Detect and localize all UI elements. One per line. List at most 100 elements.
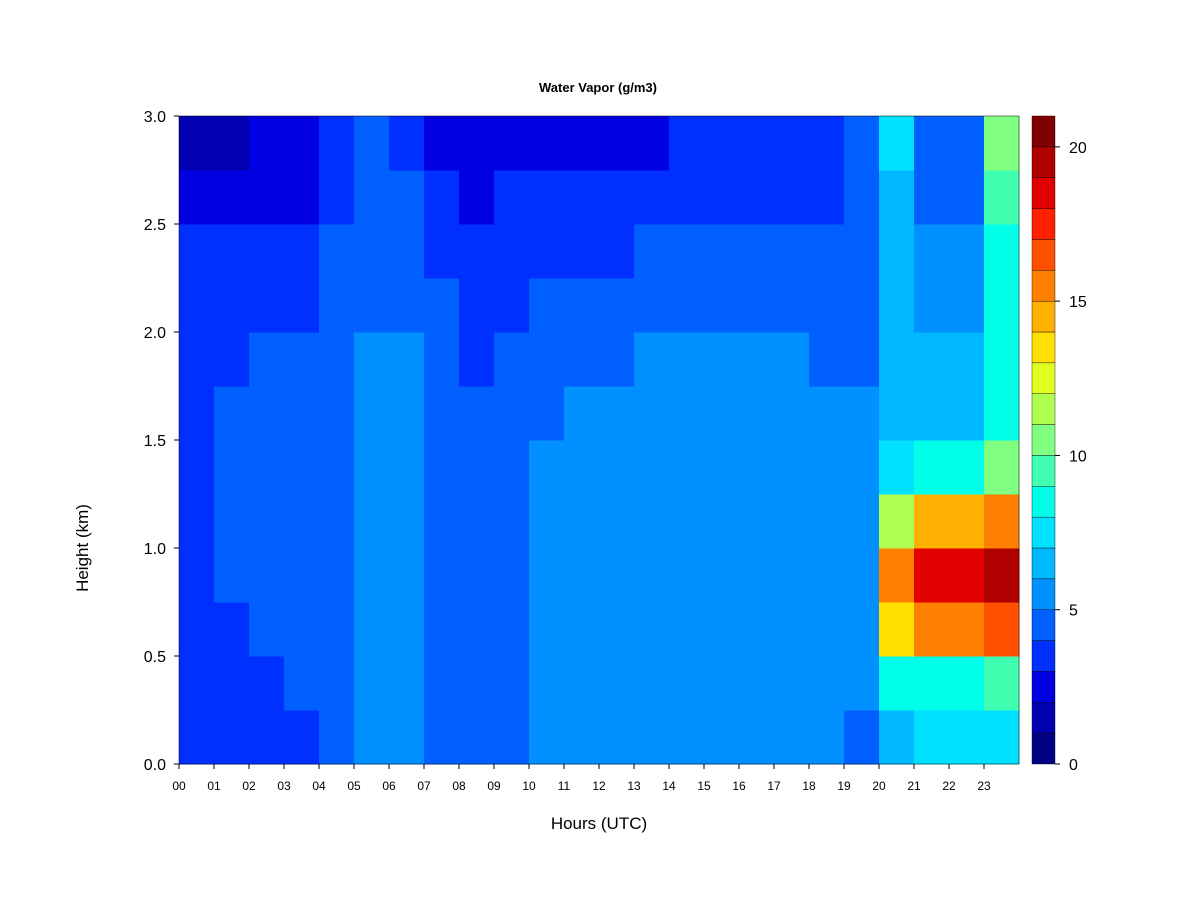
colorbar-swatch: [1031, 516, 1056, 549]
heat-cell: [494, 332, 530, 387]
heat-cell: [914, 548, 950, 603]
y-tick-label: 1.0: [144, 541, 166, 558]
heat-cell: [914, 224, 950, 279]
heat-cell: [984, 116, 1020, 171]
heat-cell: [214, 440, 250, 495]
x-tick-label: 20: [872, 779, 886, 793]
heat-cell: [459, 656, 495, 711]
x-tick-label: 23: [977, 779, 991, 793]
heat-cell: [879, 224, 915, 279]
heat-cell: [354, 494, 390, 549]
heat-cell: [389, 386, 425, 441]
heat-cell: [389, 170, 425, 225]
heat-cell: [389, 278, 425, 333]
heat-cell: [319, 656, 355, 711]
heat-cell: [809, 656, 845, 711]
heat-cell: [599, 170, 635, 225]
heat-cell: [669, 602, 705, 657]
heat-cell: [494, 548, 530, 603]
heat-cell: [914, 116, 950, 171]
heat-cell: [354, 548, 390, 603]
heat-cell: [459, 332, 495, 387]
x-tick-label: 21: [907, 779, 921, 793]
heat-cell: [669, 440, 705, 495]
heat-cell: [634, 710, 670, 765]
heat-cell: [424, 116, 460, 171]
colorbar-tick-label: 15: [1069, 294, 1087, 311]
y-tick-label: 0.5: [144, 649, 166, 666]
heat-cell: [564, 548, 600, 603]
heat-cell: [809, 548, 845, 603]
heat-cell: [809, 224, 845, 279]
heat-cell: [739, 602, 775, 657]
heat-cell: [599, 548, 635, 603]
heat-cell: [634, 332, 670, 387]
heat-cell: [809, 440, 845, 495]
y-tick-label: 0.0: [144, 757, 166, 774]
heat-cell: [389, 602, 425, 657]
colorbar-swatch: [1031, 331, 1056, 364]
y-axis-label: Height (km): [73, 504, 92, 592]
heat-cell: [424, 494, 460, 549]
x-tick-label: 17: [767, 779, 781, 793]
heat-cell: [459, 548, 495, 603]
heat-cell: [214, 170, 250, 225]
heat-cell: [319, 170, 355, 225]
heat-cell: [494, 386, 530, 441]
heat-cell: [879, 116, 915, 171]
heat-cell: [669, 278, 705, 333]
heat-cell: [564, 224, 600, 279]
heat-cell: [249, 602, 285, 657]
heat-cell: [879, 602, 915, 657]
heat-cell: [179, 440, 215, 495]
heat-cell: [459, 602, 495, 657]
heat-cell: [319, 278, 355, 333]
heat-cell: [704, 278, 740, 333]
x-tick-label: 04: [312, 779, 326, 793]
heat-cell: [494, 116, 530, 171]
heat-cell: [249, 170, 285, 225]
heat-cell: [634, 440, 670, 495]
heat-cell: [669, 170, 705, 225]
heat-cell: [249, 548, 285, 603]
heat-cell: [564, 656, 600, 711]
heat-cell: [319, 224, 355, 279]
heat-cell: [669, 332, 705, 387]
heat-cell: [494, 710, 530, 765]
heat-cell: [634, 386, 670, 441]
heat-cell: [179, 710, 215, 765]
x-tick-label: 05: [347, 779, 361, 793]
heat-cell: [704, 332, 740, 387]
heat-cell: [319, 602, 355, 657]
heat-cell: [389, 332, 425, 387]
colorbar-tick-label: 5: [1069, 603, 1078, 620]
heat-cell: [214, 656, 250, 711]
x-tick-label: 12: [592, 779, 606, 793]
heat-cell: [704, 548, 740, 603]
heat-cell: [949, 170, 985, 225]
heat-cell: [914, 710, 950, 765]
heat-cell: [249, 656, 285, 711]
heat-cell: [984, 548, 1020, 603]
x-tick-label: 10: [522, 779, 536, 793]
colorbar-tick-label: 10: [1069, 448, 1087, 465]
heat-cell: [214, 386, 250, 441]
heat-cell: [704, 602, 740, 657]
heat-cell: [634, 116, 670, 171]
x-tick-label: 00: [172, 779, 186, 793]
heat-cell: [529, 656, 565, 711]
heat-cell: [459, 440, 495, 495]
y-tick-label: 3.0: [144, 109, 166, 126]
heat-cell: [949, 278, 985, 333]
heat-cell: [774, 386, 810, 441]
heat-cell: [354, 224, 390, 279]
colorbar-swatch: [1031, 732, 1056, 765]
heat-cell: [529, 440, 565, 495]
heat-cell: [529, 116, 565, 171]
heat-cell: [879, 656, 915, 711]
heat-cell: [424, 710, 460, 765]
heat-cell: [424, 548, 460, 603]
heat-cell: [844, 386, 880, 441]
heat-cell: [984, 170, 1020, 225]
